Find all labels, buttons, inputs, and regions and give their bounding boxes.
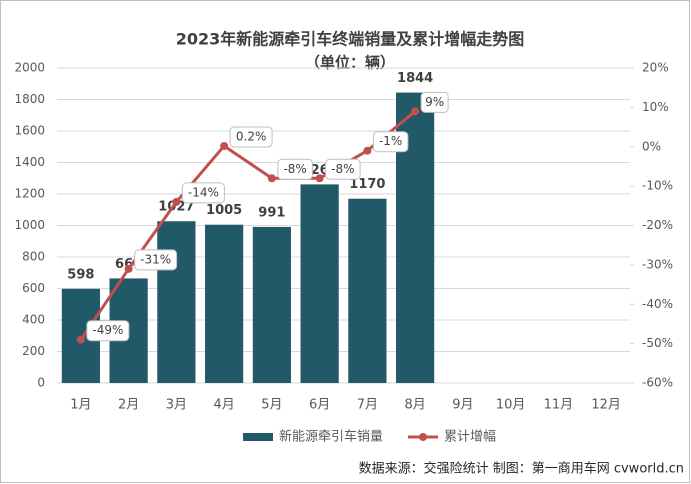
x-tick-label: 9月 [452, 398, 473, 413]
y-tick-label: 0 [37, 376, 45, 390]
line-value-label: -14% [188, 185, 219, 199]
x-tick-label: 7月 [357, 398, 378, 413]
value-label-box [372, 131, 409, 153]
x-tick-label: 12月 [591, 398, 621, 413]
y-tick-label: 1400 [14, 155, 45, 169]
value-label-box [181, 182, 225, 204]
value-label-box [420, 91, 449, 113]
bar-value-label: 1844 [397, 71, 433, 86]
value-label-box [325, 158, 361, 180]
y-tick-label: 2000 [14, 61, 45, 75]
value-label-box [277, 158, 313, 180]
line-value-label: -49% [92, 323, 123, 337]
x-tick-label: 4月 [213, 398, 234, 413]
y2-tick-label: -10% [642, 179, 673, 193]
y2-tick-label: -50% [642, 336, 673, 350]
bar [252, 226, 291, 383]
y-tick-label: 800 [22, 250, 45, 264]
bar-value-label: 1005 [206, 203, 242, 218]
source-note: 数据来源：交强险统计 制图：第一商用车网 cvworld.cn [359, 461, 684, 477]
bar-value-label: 1170 [349, 177, 385, 192]
legend-label: 累计增幅 [444, 430, 496, 445]
y2-tick-label: 20% [642, 61, 669, 75]
chart-subtitle: （单位：辆） [305, 54, 395, 72]
y2-tick-label: -40% [642, 297, 673, 311]
line-value-label: -1% [379, 134, 402, 148]
x-tick-label: 8月 [404, 398, 425, 413]
x-tick-label: 11月 [544, 398, 574, 413]
line-marker [363, 146, 372, 155]
line-marker [172, 197, 181, 206]
y-tick-label: 400 [22, 313, 45, 327]
y2-tick-label: -30% [642, 257, 673, 271]
chart-title: 2023年新能源牵引车终端销量及累计增幅走势图 [176, 30, 525, 49]
bar [157, 221, 196, 383]
legend-swatch-marker [419, 433, 427, 441]
bar-value-label: 991 [258, 205, 285, 220]
value-label-box [86, 320, 130, 342]
y-tick-label: 1000 [14, 218, 45, 232]
line-marker [315, 174, 324, 183]
x-tick-label: 1月 [70, 398, 91, 413]
x-tick-label: 2月 [118, 398, 139, 413]
y-tick-label: 1800 [14, 92, 45, 106]
bar-value-label: 1027 [158, 200, 194, 215]
line-value-label: 9% [425, 95, 444, 109]
line-marker [411, 107, 420, 116]
bar [300, 184, 339, 383]
bar [205, 224, 244, 383]
bar-value-label: 598 [67, 267, 94, 282]
x-tick-label: 10月 [496, 398, 526, 413]
line-marker [220, 141, 229, 150]
y-tick-label: 1200 [14, 187, 45, 201]
y-tick-label: 200 [22, 344, 45, 358]
y2-tick-label: 10% [642, 100, 669, 114]
line-value-label: -31% [140, 252, 171, 266]
line-marker [76, 335, 85, 344]
x-tick-label: 6月 [309, 398, 330, 413]
line-marker [267, 174, 276, 183]
value-label-box [134, 249, 178, 271]
value-label-box [229, 126, 273, 148]
line-value-label: 0.2% [236, 129, 267, 143]
bar [348, 198, 387, 383]
x-tick-label: 5月 [261, 398, 282, 413]
line-marker [124, 264, 133, 273]
line-value-label: -8% [283, 162, 306, 176]
y-tick-label: 600 [22, 281, 45, 295]
line-value-label: -8% [331, 162, 354, 176]
legend-label: 新能源牵引车销量 [279, 429, 383, 445]
x-tick-label: 3月 [166, 398, 187, 413]
y2-tick-label: -60% [642, 376, 673, 390]
y2-tick-label: 0% [642, 139, 661, 153]
legend-swatch [243, 433, 273, 441]
y2-tick-label: -20% [642, 218, 673, 232]
y-tick-label: 1600 [14, 124, 45, 138]
